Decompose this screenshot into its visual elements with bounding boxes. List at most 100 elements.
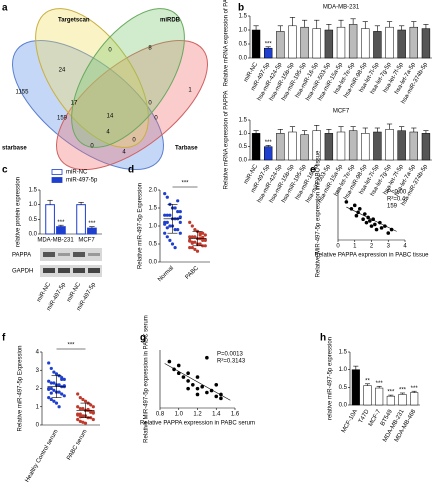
dot <box>165 195 169 199</box>
point <box>379 226 384 230</box>
point <box>186 379 190 383</box>
bar <box>385 129 394 161</box>
venn-count: 24 <box>59 68 66 74</box>
point <box>176 363 181 368</box>
bar <box>409 131 418 161</box>
dot <box>49 381 53 385</box>
bar <box>361 133 370 161</box>
point <box>373 222 377 227</box>
bar <box>348 130 358 161</box>
bar <box>324 133 334 161</box>
stat-label: R²=0.3143 <box>217 359 246 365</box>
point <box>374 227 379 232</box>
band <box>43 268 55 273</box>
panel-letter: d <box>128 165 134 176</box>
bar <box>397 29 406 59</box>
point <box>369 224 374 228</box>
y-tick-label: 0.0 <box>239 56 248 62</box>
significance: *** <box>376 381 384 387</box>
y-tick-label: 1.0 <box>149 224 158 230</box>
dot <box>57 383 61 387</box>
x-tick-label: MDA-MB-231 <box>37 238 74 244</box>
point <box>352 203 357 208</box>
panel-letter: e <box>310 165 316 176</box>
bar <box>385 26 394 59</box>
dot <box>78 412 82 416</box>
dot <box>198 242 202 246</box>
dot <box>176 210 180 214</box>
panel-letter: f <box>2 333 6 344</box>
bar <box>312 28 321 59</box>
bar <box>251 29 261 59</box>
point <box>195 392 200 397</box>
x-tick-label: 1.2 <box>193 412 202 418</box>
y-tick-label: 1.0 <box>239 28 248 34</box>
x-tick-label: 1.0 <box>175 412 184 418</box>
dot <box>193 247 197 251</box>
dot <box>91 417 95 422</box>
dot <box>83 421 88 425</box>
point <box>214 394 219 399</box>
y-axis-label: Relative miR-497-5p Expression <box>18 345 24 431</box>
bar <box>421 133 431 161</box>
y-tick-label: 0.5 <box>29 217 38 223</box>
band <box>58 253 70 256</box>
dot <box>165 235 169 239</box>
legend-swatch <box>51 169 63 175</box>
band <box>43 252 55 257</box>
x-tick-label: 1.6 <box>231 412 240 418</box>
point <box>176 371 181 376</box>
dot <box>47 396 51 400</box>
point <box>371 217 375 221</box>
dot <box>52 399 56 403</box>
dot <box>49 397 53 402</box>
x-axis-label: Relative PAPPA expression in PABC serum <box>140 421 255 427</box>
x-tick-label: 3 <box>387 244 391 250</box>
point <box>361 217 365 221</box>
dot <box>163 231 167 235</box>
dot <box>62 377 66 381</box>
point <box>205 390 209 395</box>
point <box>354 213 359 218</box>
dot <box>173 206 177 210</box>
x-tick-label: 2 <box>370 244 374 250</box>
bar <box>276 31 285 59</box>
y-tick-label: 1.5 <box>149 206 158 212</box>
dot <box>57 405 61 409</box>
y-tick-label: 1.0 <box>339 367 348 373</box>
dot <box>62 394 66 398</box>
dot <box>47 387 51 392</box>
dot <box>203 244 207 248</box>
panel-letter: g <box>140 333 146 344</box>
point <box>209 388 214 393</box>
blot-lane-label: miR-NC <box>66 281 82 303</box>
y-axis-label: Relative mRNA expression of PAPPA <box>224 91 230 190</box>
significance: *** <box>387 390 395 396</box>
bar <box>251 133 261 161</box>
bar <box>264 146 273 161</box>
venn-count: 0 <box>108 48 112 54</box>
panel-letter: a <box>2 3 8 14</box>
x-tick-label: Healthy Control serum <box>25 429 60 484</box>
dot <box>176 228 180 232</box>
blot <box>40 248 102 277</box>
dot <box>83 399 88 403</box>
significance: *** <box>88 221 96 227</box>
bar <box>276 133 285 161</box>
dot <box>190 235 194 239</box>
dot <box>52 370 56 374</box>
dot <box>49 366 53 371</box>
x-tick-label: 1.4 <box>212 412 221 418</box>
dot <box>91 405 95 409</box>
stat-label: 159 <box>387 204 398 210</box>
blot-lane-label: miR-NC <box>36 281 52 303</box>
dot <box>173 246 177 250</box>
bar <box>336 26 346 59</box>
y-tick-label: 0.0 <box>149 260 158 266</box>
venn-count: 1155 <box>16 90 30 96</box>
point <box>214 383 219 387</box>
dot <box>76 405 80 409</box>
dot <box>165 220 169 224</box>
bar <box>300 26 309 59</box>
venn-count: 17 <box>71 101 78 107</box>
